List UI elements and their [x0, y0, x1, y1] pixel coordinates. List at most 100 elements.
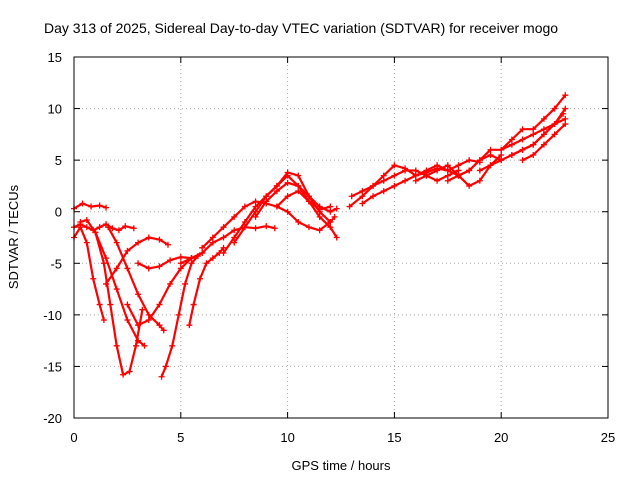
- data-point-marker: [124, 265, 131, 272]
- data-point-marker: [530, 141, 537, 148]
- data-point-marker: [252, 203, 259, 210]
- axis-ticks: 0 5 10 15 20 25 -20 -15 -10 -5 0 5 10 15: [43, 50, 615, 445]
- series-line: [446, 112, 565, 182]
- series-line: [94, 231, 146, 347]
- chart-title: Day 313 of 2025, Sidereal Day-to-day VTE…: [44, 20, 558, 36]
- data-point-marker: [220, 224, 227, 231]
- data-point-marker: [79, 200, 86, 207]
- data-point-marker: [551, 121, 558, 128]
- data-point-marker: [241, 203, 248, 210]
- series-track-26: [519, 121, 569, 164]
- data-point-marker: [186, 322, 193, 329]
- data-point-marker: [327, 208, 334, 215]
- data-point-marker: [145, 311, 152, 318]
- series-track-17: [273, 188, 334, 213]
- data-point-marker: [135, 239, 142, 246]
- data-point-marker: [177, 260, 184, 267]
- data-point-marker: [295, 219, 302, 226]
- data-point-marker: [295, 182, 302, 189]
- series-track-05: [103, 234, 171, 287]
- data-point-marker: [135, 322, 142, 329]
- x-tick-label: 15: [387, 430, 401, 445]
- data-point-marker: [177, 254, 184, 261]
- data-point-marker: [273, 182, 280, 189]
- y-tick-label: -20: [43, 411, 62, 426]
- data-point-marker: [252, 213, 259, 220]
- x-tick-label: 20: [494, 430, 508, 445]
- data-point-marker: [476, 157, 483, 164]
- data-point-marker: [444, 172, 451, 179]
- data-point-marker: [284, 208, 291, 215]
- data-point-marker: [96, 224, 103, 231]
- data-point-marker: [327, 219, 334, 226]
- data-point-marker: [273, 188, 280, 195]
- data-point-marker: [391, 162, 398, 169]
- data-point-marker: [83, 216, 90, 223]
- data-point-marker: [231, 239, 238, 246]
- data-point-marker: [370, 182, 377, 189]
- data-point-marker: [434, 167, 441, 174]
- data-point-marker: [391, 172, 398, 179]
- data-point-marker: [551, 105, 558, 112]
- series-track-10: [186, 244, 227, 329]
- data-point-marker: [263, 223, 270, 230]
- series-track-03: [71, 224, 107, 324]
- data-point-marker: [359, 188, 366, 195]
- data-point-marker: [331, 213, 338, 220]
- data-point-marker: [444, 162, 451, 169]
- y-tick-label: -10: [43, 308, 62, 323]
- data-point-marker: [139, 306, 146, 313]
- data-point-marker: [167, 257, 174, 264]
- data-point-marker: [113, 342, 120, 349]
- data-point-marker: [100, 260, 107, 267]
- data-point-marker: [346, 203, 353, 210]
- data-point-marker: [158, 373, 165, 380]
- data-point-marker: [333, 234, 340, 241]
- data-point-marker: [135, 260, 142, 267]
- data-point-marker: [169, 342, 176, 349]
- data-point-marker: [305, 193, 312, 200]
- data-point-marker: [209, 255, 216, 262]
- y-tick-label: 0: [55, 205, 62, 220]
- data-point-marker: [402, 167, 409, 174]
- data-point-marker: [562, 115, 569, 122]
- data-point-marker: [530, 126, 537, 133]
- data-point-marker: [145, 234, 152, 241]
- data-point-marker: [77, 224, 84, 231]
- y-tick-label: -15: [43, 359, 62, 374]
- series-track-12: [177, 223, 278, 267]
- data-point-marker: [370, 193, 377, 200]
- data-point-marker: [444, 177, 451, 184]
- data-point-marker: [220, 249, 227, 256]
- data-point-marker: [316, 213, 323, 220]
- series-track-19: [348, 167, 462, 200]
- data-point-marker: [412, 177, 419, 184]
- x-tick-label: 5: [177, 430, 184, 445]
- data-point-marker: [190, 301, 197, 308]
- data-point-marker: [562, 121, 569, 128]
- data-point-marker: [508, 141, 515, 148]
- data-point-marker: [455, 162, 462, 169]
- data-point-marker: [466, 157, 473, 164]
- data-point-marker: [519, 157, 526, 164]
- data-point-marker: [284, 193, 291, 200]
- data-point-marker: [83, 239, 90, 246]
- data-point-marker: [231, 234, 238, 241]
- data-point-marker: [197, 275, 204, 282]
- data-point-marker: [551, 131, 558, 138]
- data-point-marker: [380, 188, 387, 195]
- series-track-25: [508, 105, 569, 158]
- data-point-marker: [209, 239, 216, 246]
- data-point-marker: [92, 229, 99, 236]
- data-point-marker: [77, 219, 84, 226]
- series-line: [72, 226, 106, 322]
- data-point-marker: [83, 224, 90, 231]
- x-axis-label: GPS time / hours: [292, 458, 391, 473]
- data-point-marker: [540, 115, 547, 122]
- data-point-marker: [562, 105, 569, 112]
- data-point-marker: [88, 203, 95, 210]
- data-point-marker: [135, 337, 142, 344]
- data-series: [71, 92, 569, 380]
- data-point-marker: [209, 234, 216, 241]
